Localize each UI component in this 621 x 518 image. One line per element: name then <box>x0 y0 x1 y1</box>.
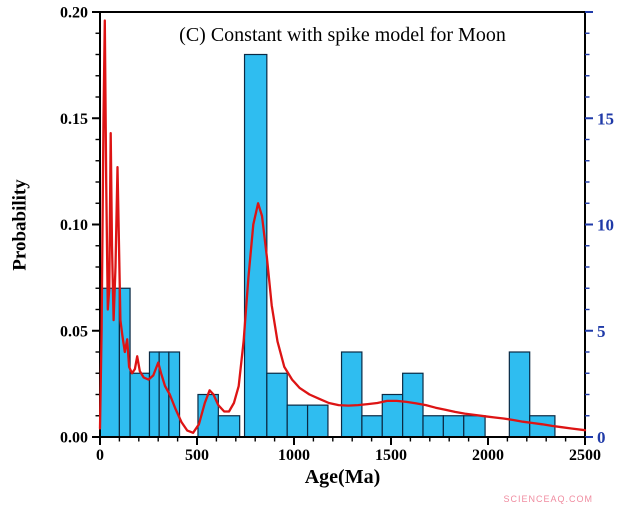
histogram-bar <box>158 351 170 438</box>
histogram-bar <box>361 415 383 438</box>
model-curve <box>98 19 587 434</box>
x-tick-label: 2000 <box>472 447 504 464</box>
histogram-bar <box>306 404 329 438</box>
x-axis-label: Age(Ma) <box>304 466 381 488</box>
x-tick-label: 1000 <box>278 447 310 464</box>
histogram-bar <box>266 372 288 438</box>
histogram-bar <box>463 415 486 438</box>
histogram-bar <box>508 351 531 438</box>
histogram-bar <box>217 415 241 438</box>
x-tick-label: 1500 <box>375 447 407 464</box>
y-tick-label: 0.20 <box>60 5 88 22</box>
watermark: SCIENCEAQ.COM <box>503 494 593 504</box>
chart-title: (C) Constant with spike model for Moon <box>179 24 506 46</box>
y-tick-label: 0.00 <box>60 430 88 447</box>
histogram-bar <box>129 372 151 438</box>
x-tick-label: 2500 <box>569 447 601 464</box>
histogram-bar <box>340 351 363 438</box>
y-tick-label: 0.05 <box>60 323 88 340</box>
right-tick-label: 5 <box>597 322 606 341</box>
y-axis-label: Probability <box>9 179 31 271</box>
right-tick-label: 0 <box>597 428 606 447</box>
histogram-bar <box>243 53 268 438</box>
y-tick-label: 0.10 <box>60 217 88 234</box>
x-tick-label: 0 <box>96 447 104 464</box>
right-tick-label: 10 <box>597 216 614 235</box>
histogram-bar <box>422 415 444 438</box>
right-tick-label: 15 <box>597 109 614 128</box>
y-tick-label: 0.15 <box>60 111 88 128</box>
histogram-bar <box>286 404 309 438</box>
histogram-bar <box>442 415 465 438</box>
x-tick-label: 500 <box>185 447 209 464</box>
